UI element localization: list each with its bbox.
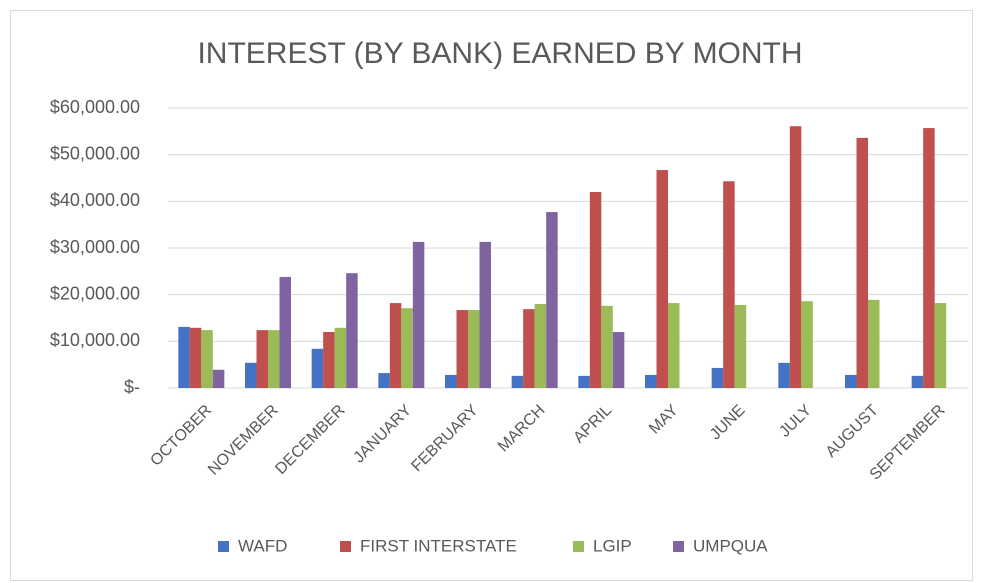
legend-label: LGIP xyxy=(593,536,632,555)
bar xyxy=(201,330,213,388)
bar xyxy=(778,362,790,388)
bar xyxy=(789,126,802,388)
legend-label: UMPQUA xyxy=(693,536,768,555)
bar xyxy=(346,273,358,388)
bar xyxy=(845,374,857,388)
bar xyxy=(389,303,402,388)
bar xyxy=(923,128,935,389)
legend-swatch xyxy=(573,541,584,552)
bar xyxy=(934,303,947,388)
y-tick-label: $10,000.00 xyxy=(50,330,140,350)
bar xyxy=(711,367,724,388)
bar xyxy=(178,326,190,388)
bar xyxy=(256,330,268,388)
bar xyxy=(445,374,457,388)
y-tick-label: $- xyxy=(124,377,140,397)
legend-swatch xyxy=(673,541,684,552)
bar xyxy=(401,308,413,388)
bar xyxy=(334,327,347,388)
chart-frame xyxy=(10,10,973,581)
y-tick-label: $50,000.00 xyxy=(50,143,140,163)
y-tick-label: $20,000.00 xyxy=(50,283,140,303)
bar xyxy=(268,330,280,388)
bar xyxy=(279,276,291,388)
bar xyxy=(378,373,390,388)
bar xyxy=(723,181,735,388)
legend-label: WAFD xyxy=(238,536,287,555)
bar xyxy=(868,299,880,388)
bar xyxy=(546,212,558,388)
bar xyxy=(189,327,202,388)
bar xyxy=(468,310,480,388)
bar xyxy=(645,374,657,388)
bar xyxy=(311,348,324,388)
bar xyxy=(212,369,225,388)
y-tick-label: $60,000.00 xyxy=(50,97,140,117)
legend-swatch xyxy=(218,541,229,552)
bar xyxy=(856,137,868,388)
bar xyxy=(589,192,602,388)
bar xyxy=(479,241,491,388)
bar xyxy=(911,375,924,388)
bar xyxy=(656,170,668,388)
bar xyxy=(534,304,547,388)
bar xyxy=(612,332,625,388)
bar xyxy=(511,375,524,388)
bar xyxy=(412,241,425,388)
bar xyxy=(578,375,590,388)
legend-label: FIRST INTERSTATE xyxy=(360,536,517,555)
legend-swatch xyxy=(340,541,351,552)
bar xyxy=(245,362,257,388)
y-tick-label: $30,000.00 xyxy=(50,237,140,257)
bar xyxy=(734,304,747,388)
bar xyxy=(668,303,680,388)
bar xyxy=(323,332,335,388)
bar xyxy=(801,301,813,388)
bar xyxy=(456,310,468,388)
bar xyxy=(523,309,535,388)
chart-title: INTEREST (BY BANK) EARNED BY MONTH xyxy=(197,37,802,70)
bar xyxy=(601,305,613,388)
y-tick-label: $40,000.00 xyxy=(50,190,140,210)
